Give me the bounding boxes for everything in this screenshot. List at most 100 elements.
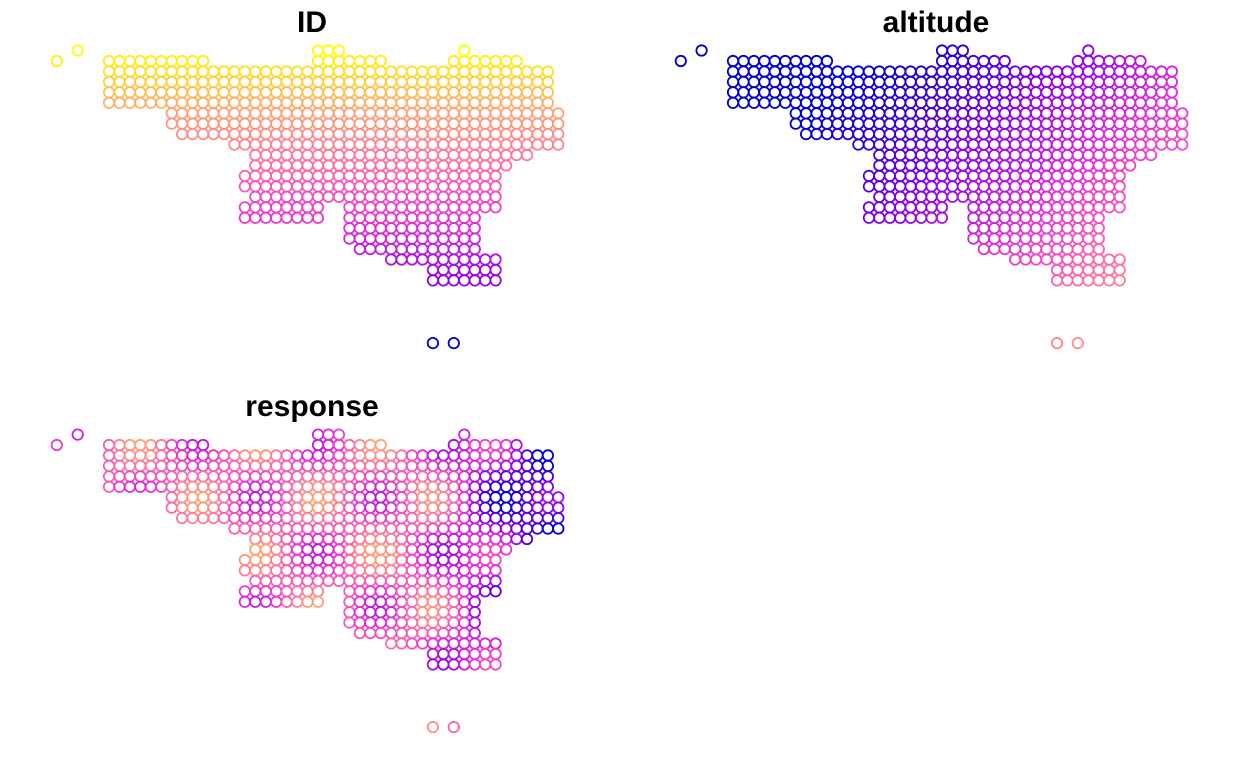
map-point bbox=[458, 138, 471, 151]
map-point bbox=[364, 595, 377, 608]
map-point bbox=[956, 107, 970, 120]
map-point bbox=[238, 169, 251, 182]
map-point bbox=[458, 65, 471, 78]
map-point bbox=[458, 117, 471, 130]
map-point bbox=[988, 75, 1001, 89]
map-point bbox=[374, 449, 387, 462]
map-point bbox=[155, 480, 168, 493]
map-point bbox=[499, 75, 513, 89]
map-point bbox=[270, 190, 283, 203]
map-point bbox=[479, 159, 492, 172]
map-point bbox=[1008, 117, 1022, 130]
map-point bbox=[197, 128, 210, 141]
map-point bbox=[1176, 107, 1189, 120]
map-point bbox=[301, 75, 314, 89]
map-point bbox=[259, 574, 272, 588]
map-point bbox=[1029, 211, 1043, 224]
map-point bbox=[447, 637, 460, 650]
map-point bbox=[322, 107, 335, 120]
map-point bbox=[956, 65, 970, 78]
map-point bbox=[1040, 201, 1053, 214]
map-point bbox=[1113, 274, 1126, 287]
map-point bbox=[197, 511, 210, 525]
map-point bbox=[531, 117, 544, 130]
map-point bbox=[468, 626, 481, 640]
map-point bbox=[311, 86, 325, 99]
map-point bbox=[374, 117, 387, 130]
map-point bbox=[1071, 274, 1084, 287]
map-point bbox=[998, 96, 1011, 109]
map-point bbox=[364, 459, 377, 472]
map-point bbox=[270, 201, 283, 214]
map-point bbox=[520, 522, 534, 535]
map-point bbox=[186, 128, 199, 141]
map-point bbox=[123, 459, 136, 472]
map-point bbox=[479, 522, 492, 535]
map-point bbox=[343, 522, 356, 535]
map-point bbox=[988, 96, 1001, 109]
map-point bbox=[1082, 169, 1095, 182]
map-point bbox=[322, 543, 335, 556]
map-point bbox=[674, 54, 687, 68]
map-point bbox=[228, 128, 241, 141]
map-point bbox=[102, 470, 116, 483]
map-point bbox=[437, 658, 450, 671]
map-point bbox=[988, 65, 1001, 78]
map-point bbox=[1019, 75, 1032, 89]
map-point bbox=[280, 480, 293, 493]
map-point bbox=[873, 190, 886, 203]
map-point bbox=[1113, 169, 1126, 182]
map-point bbox=[1103, 169, 1116, 182]
map-point bbox=[946, 149, 959, 162]
map-point bbox=[489, 180, 502, 193]
map-point bbox=[384, 159, 398, 172]
map-point bbox=[1019, 117, 1032, 130]
map-point bbox=[343, 564, 356, 577]
map-point bbox=[228, 449, 241, 462]
map-point bbox=[1050, 159, 1064, 172]
map-point bbox=[458, 616, 471, 629]
map-point bbox=[1113, 149, 1126, 162]
map-point bbox=[458, 96, 471, 109]
map-point bbox=[925, 138, 938, 151]
map-point bbox=[447, 532, 460, 546]
map-point bbox=[447, 180, 460, 193]
map-point bbox=[374, 574, 387, 588]
map-point bbox=[520, 449, 534, 462]
map-point bbox=[280, 201, 293, 214]
map-point bbox=[479, 564, 492, 577]
map-point bbox=[280, 107, 293, 120]
map-point bbox=[270, 117, 283, 130]
map-point bbox=[290, 511, 304, 525]
map-point bbox=[468, 532, 481, 546]
map-point bbox=[270, 96, 283, 109]
map-point bbox=[520, 459, 534, 472]
map-point bbox=[510, 107, 523, 120]
map-point bbox=[479, 180, 492, 193]
map-point bbox=[1103, 263, 1116, 277]
map-point bbox=[374, 595, 387, 608]
map-point bbox=[123, 54, 136, 68]
map-point bbox=[479, 253, 492, 266]
map-point bbox=[998, 243, 1011, 256]
map-point bbox=[353, 159, 366, 172]
map-point bbox=[883, 138, 896, 151]
map-point bbox=[238, 511, 251, 525]
map-point bbox=[416, 190, 429, 203]
map-point bbox=[479, 658, 492, 671]
map-point bbox=[270, 480, 283, 493]
map-point bbox=[1071, 243, 1084, 256]
map-point bbox=[384, 169, 398, 182]
map-point bbox=[447, 595, 460, 608]
map-point bbox=[520, 532, 534, 546]
map-point bbox=[311, 44, 325, 57]
map-point bbox=[343, 459, 356, 472]
map-point bbox=[405, 585, 419, 598]
map-point bbox=[458, 428, 471, 441]
map-point bbox=[249, 117, 262, 130]
map-point bbox=[862, 138, 876, 151]
map-point bbox=[301, 117, 314, 130]
map-point bbox=[1019, 201, 1032, 214]
map-point bbox=[426, 180, 439, 193]
map-point bbox=[332, 574, 345, 588]
